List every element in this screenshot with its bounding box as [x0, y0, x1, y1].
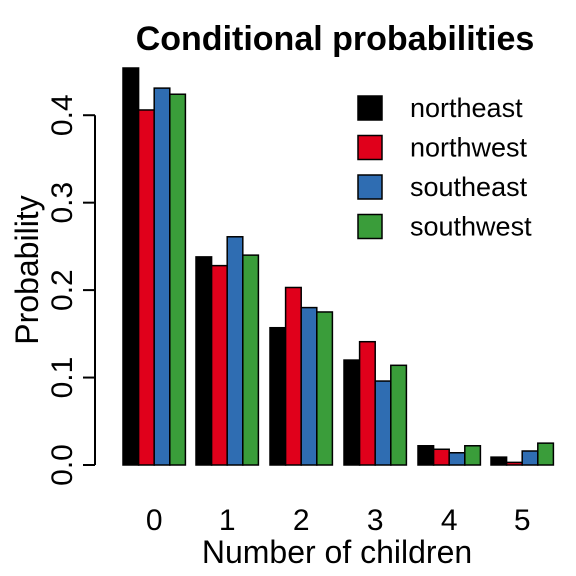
bar-southeast-4	[448, 452, 466, 466]
bar-southeast-2	[300, 306, 318, 466]
x-axis-label: Number of children	[202, 534, 472, 570]
x-tick-label: 5	[514, 504, 531, 537]
x-tick-label: 1	[219, 504, 236, 537]
chart-title: Conditional probabilities	[136, 20, 535, 58]
bar-southwest-0	[169, 93, 187, 466]
bar-southwest-4	[464, 445, 482, 466]
bar-southwest-5	[537, 442, 555, 466]
legend-swatch-southwest	[357, 213, 383, 240]
x-tick-labels: 0 1 2 3 4 5	[146, 504, 531, 537]
y-axis-label: Probability	[9, 195, 45, 344]
y-tick-label: 0.0	[46, 444, 79, 486]
legend-label-northwest: northwest	[410, 133, 528, 163]
y-tick-label: 0.3	[46, 182, 79, 224]
bar-northwest-1	[210, 264, 228, 466]
x-tick-label: 3	[367, 504, 384, 537]
bar-northwest-3	[358, 340, 376, 466]
bar-northeast-3	[343, 359, 361, 466]
legend-swatch-southeast	[357, 174, 383, 200]
bar-southeast-3	[374, 380, 392, 466]
y-tick-label: 0.2	[46, 269, 79, 311]
bar-southeast-1	[226, 236, 244, 466]
x-tick-label: 4	[441, 504, 458, 537]
bar-northwest-4	[432, 448, 450, 466]
legend-swatch-northwest	[357, 134, 383, 161]
bar-northeast-1	[195, 256, 213, 466]
bar-northeast-0	[122, 67, 140, 466]
bar-northeast-5	[490, 456, 508, 466]
y-axis: 0.0 0.1 0.2 0.3 0.4	[46, 94, 96, 486]
y-tick-label: 0.4	[46, 94, 79, 136]
bar-southeast-0	[153, 87, 171, 466]
x-tick-label: 2	[293, 504, 310, 537]
bar-southwest-1	[242, 254, 260, 466]
bar-northeast-2	[269, 326, 287, 466]
bar-northwest-2	[284, 286, 302, 466]
legend-label-southeast: southeast	[410, 172, 528, 202]
bars-group	[122, 67, 555, 466]
bar-southeast-5	[521, 450, 539, 466]
legend-label-northeast: northeast	[410, 93, 523, 123]
x-tick-label: 0	[146, 504, 163, 537]
legend-swatch-northeast	[357, 95, 383, 121]
bar-southwest-2	[316, 311, 334, 466]
bar-northwest-5	[505, 461, 523, 466]
bar-northeast-4	[417, 445, 435, 466]
bar-northwest-0	[137, 109, 155, 466]
legend-label-southwest: southwest	[410, 212, 532, 242]
bar-southwest-3	[390, 364, 408, 466]
legend: northeast northwest southeast southwest	[357, 93, 532, 242]
y-tick-label: 0.1	[46, 357, 79, 399]
